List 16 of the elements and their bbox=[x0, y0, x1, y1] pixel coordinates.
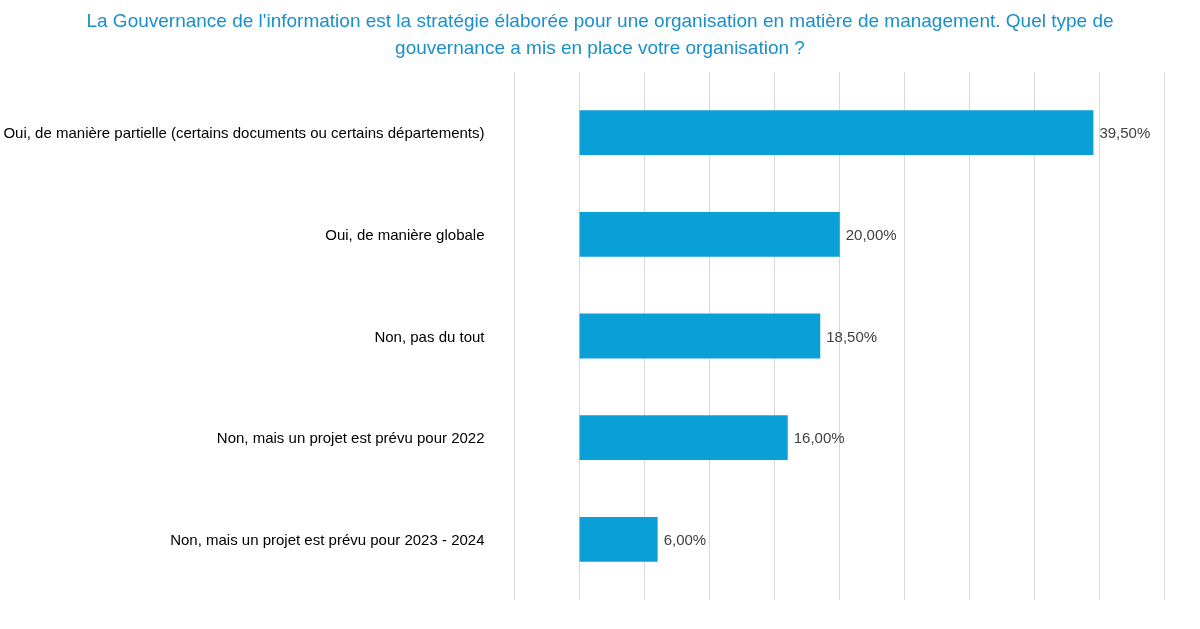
bar bbox=[579, 415, 788, 461]
y-tick-label: Non, mais un projet est prévu pour 2022 bbox=[216, 429, 485, 447]
bar bbox=[579, 212, 840, 257]
data-label: 20,00% bbox=[845, 225, 897, 243]
bar bbox=[579, 313, 821, 359]
data-label: 39,50% bbox=[1099, 124, 1151, 142]
data-label: 16,00% bbox=[793, 429, 845, 447]
bar bbox=[579, 517, 658, 563]
y-tick-label: Oui, de manière globale bbox=[325, 225, 485, 243]
y-tick-label: Non, mais un projet est prévu pour 2023 - 2024 bbox=[170, 531, 485, 549]
y-tick-label: Oui, de manière partielle (certains documents ou certains départements) bbox=[3, 124, 485, 142]
data-label: 6,00% bbox=[663, 531, 707, 549]
chart-title: La Gouvernance de l'information est la stratégie élaborée pour une organisation en matière de management. Quel type de gouvernance a mis en place votre organisation ? bbox=[85, 9, 1115, 60]
bar bbox=[579, 110, 1094, 156]
y-tick-label: Non, pas du tout bbox=[374, 327, 486, 345]
data-label: 18,50% bbox=[826, 327, 878, 345]
